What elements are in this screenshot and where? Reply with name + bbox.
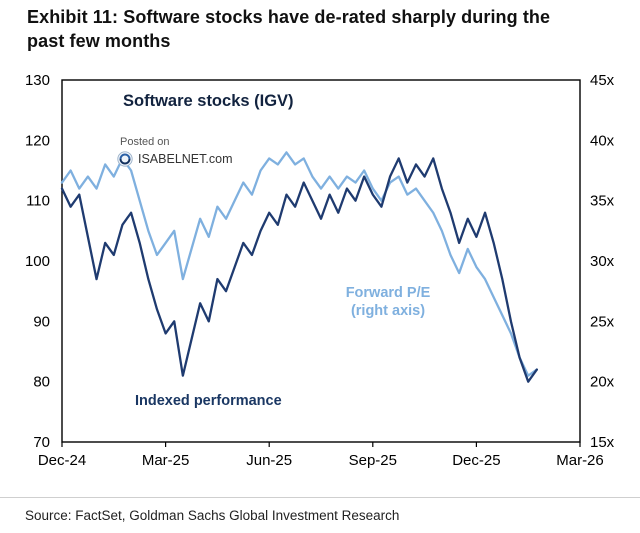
right-axis-tick-label: 45x — [590, 72, 615, 89]
left-axis-tick-label: 80 — [33, 374, 50, 391]
left-axis-tick-label: 130 — [25, 72, 50, 89]
right-axis-tick-label: 40x — [590, 132, 615, 149]
source-text: Source: FactSet, Goldman Sachs Global In… — [25, 508, 400, 523]
chart-title: Software stocks (IGV) — [123, 92, 294, 110]
x-axis-tick-label: Sep-25 — [349, 452, 397, 469]
left-axis-tick-label: 100 — [25, 253, 50, 270]
indexed-performance-annotation: Indexed performance — [135, 393, 282, 409]
x-axis-tick-label: Mar-26 — [556, 452, 604, 469]
isabelnet-logo-icon — [116, 150, 134, 168]
watermark-site-name: ISABELNET.com — [138, 152, 233, 166]
x-axis-tick-label: Mar-25 — [142, 452, 190, 469]
forward-pe-annotation: Forward P/E (right axis) — [318, 284, 458, 320]
right-axis-tick-label: 15x — [590, 434, 615, 451]
footer-divider — [0, 497, 640, 498]
watermark: Posted on ISABELNET.com — [116, 136, 232, 168]
right-axis-tick-label: 35x — [590, 193, 615, 210]
left-axis-tick-label: 110 — [26, 193, 50, 210]
chart-svg: 130 120 110 100 90 80 70 45x 40x 35x 30x 25x 20x 15x D… — [25, 72, 615, 469]
right-axis-tick-label: 25x — [590, 313, 615, 330]
series-line-left — [60, 157, 538, 383]
forward-pe-annotation-line1: Forward P/E — [345, 285, 431, 301]
x-axis-tick-label: Dec-25 — [452, 452, 500, 469]
forward-pe-annotation-line2: (right axis) — [350, 303, 426, 320]
chart-area: 130 120 110 100 90 80 70 45x 40x 35x 30x 25x 20x 15x D… — [0, 70, 640, 470]
series-line-right — [60, 151, 538, 377]
exhibit-title: Exhibit 11: Software stocks have de-rate… — [27, 7, 551, 51]
left-axis-tick-label: 120 — [25, 132, 50, 149]
x-axis-tick-label: Dec-24 — [38, 452, 86, 469]
watermark-posted-on: Posted on — [120, 136, 170, 148]
right-axis-tick-label: 30x — [590, 253, 615, 270]
right-axis-tick-label: 20x — [590, 374, 615, 391]
left-axis-tick-label: 90 — [33, 313, 50, 330]
x-axis-tick-label: Jun-25 — [246, 452, 292, 469]
left-axis-tick-label: 70 — [33, 434, 50, 451]
plot-frame — [61, 79, 581, 443]
